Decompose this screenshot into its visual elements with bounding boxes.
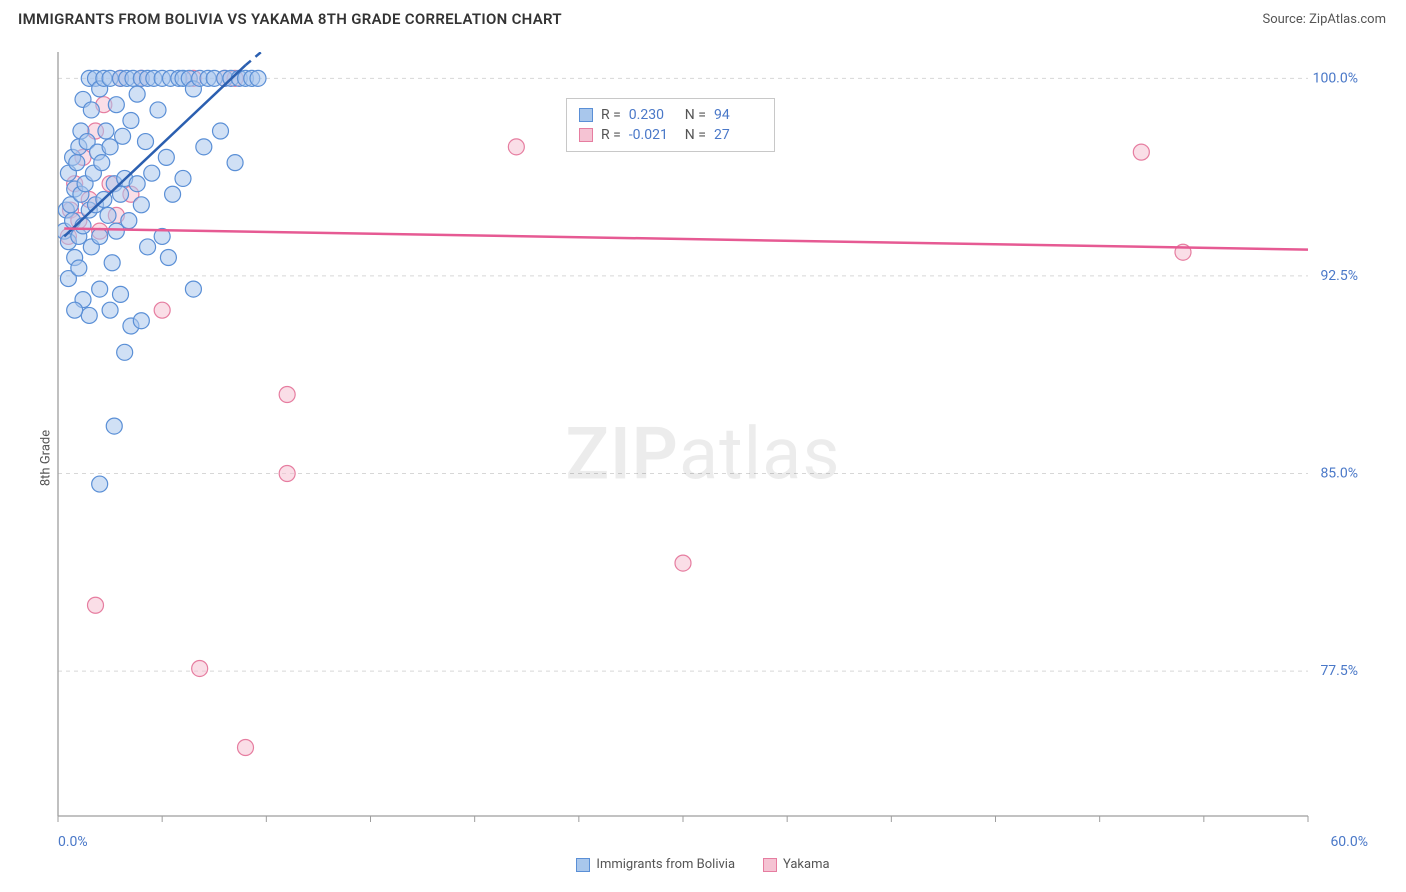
legend-n-label: N = <box>685 127 706 143</box>
legend-n-value: 94 <box>714 107 762 123</box>
y-axis-label: 8th Grade <box>39 430 54 486</box>
series-name: Yakama <box>783 857 830 872</box>
legend-n-value: 27 <box>714 127 762 143</box>
svg-text:100.0%: 100.0% <box>1313 70 1358 86</box>
source-attribution: Source: ZipAtlas.com <box>1262 12 1386 27</box>
svg-text:92.5%: 92.5% <box>1320 268 1358 284</box>
legend-r-label: R = <box>601 107 621 123</box>
legend-r-value: 0.230 <box>629 107 677 123</box>
x-axis-min-label: 0.0% <box>58 834 88 850</box>
series-name: Immigrants from Bolivia <box>596 857 735 872</box>
scatter-chart: 100.0% 92.5% 85.0% 77.5% <box>18 44 1388 872</box>
legend-swatch <box>763 858 777 872</box>
correlation-legend: R = 0.230 N = 94 R = -0.021 N = 27 <box>566 98 775 152</box>
legend-swatch <box>579 108 593 122</box>
chart-container: 8th Grade 100.0%92.5%85.0%77.5% ZIPatlas… <box>18 44 1388 872</box>
svg-text:85.0%: 85.0% <box>1320 466 1358 482</box>
x-axis-end-labels: 0.0% 60.0% <box>58 834 1368 850</box>
series-legend-item-yakama: Yakama <box>763 857 830 872</box>
legend-swatch <box>576 858 590 872</box>
legend-n-label: N = <box>685 107 706 123</box>
legend-r-label: R = <box>601 127 621 143</box>
legend-row-bolivia: R = 0.230 N = 94 <box>579 105 762 125</box>
legend-row-yakama: R = -0.021 N = 27 <box>579 125 762 145</box>
legend-swatch <box>579 128 593 142</box>
legend-r-value: -0.021 <box>629 127 677 143</box>
series-legend-item-bolivia: Immigrants from Bolivia <box>576 857 735 872</box>
svg-text:77.5%: 77.5% <box>1320 663 1358 679</box>
series-legend: Immigrants from Bolivia Yakama <box>18 857 1388 872</box>
x-axis-max-label: 60.0% <box>1330 834 1368 850</box>
chart-title: IMMIGRANTS FROM BOLIVIA VS YAKAMA 8TH GR… <box>18 10 562 28</box>
